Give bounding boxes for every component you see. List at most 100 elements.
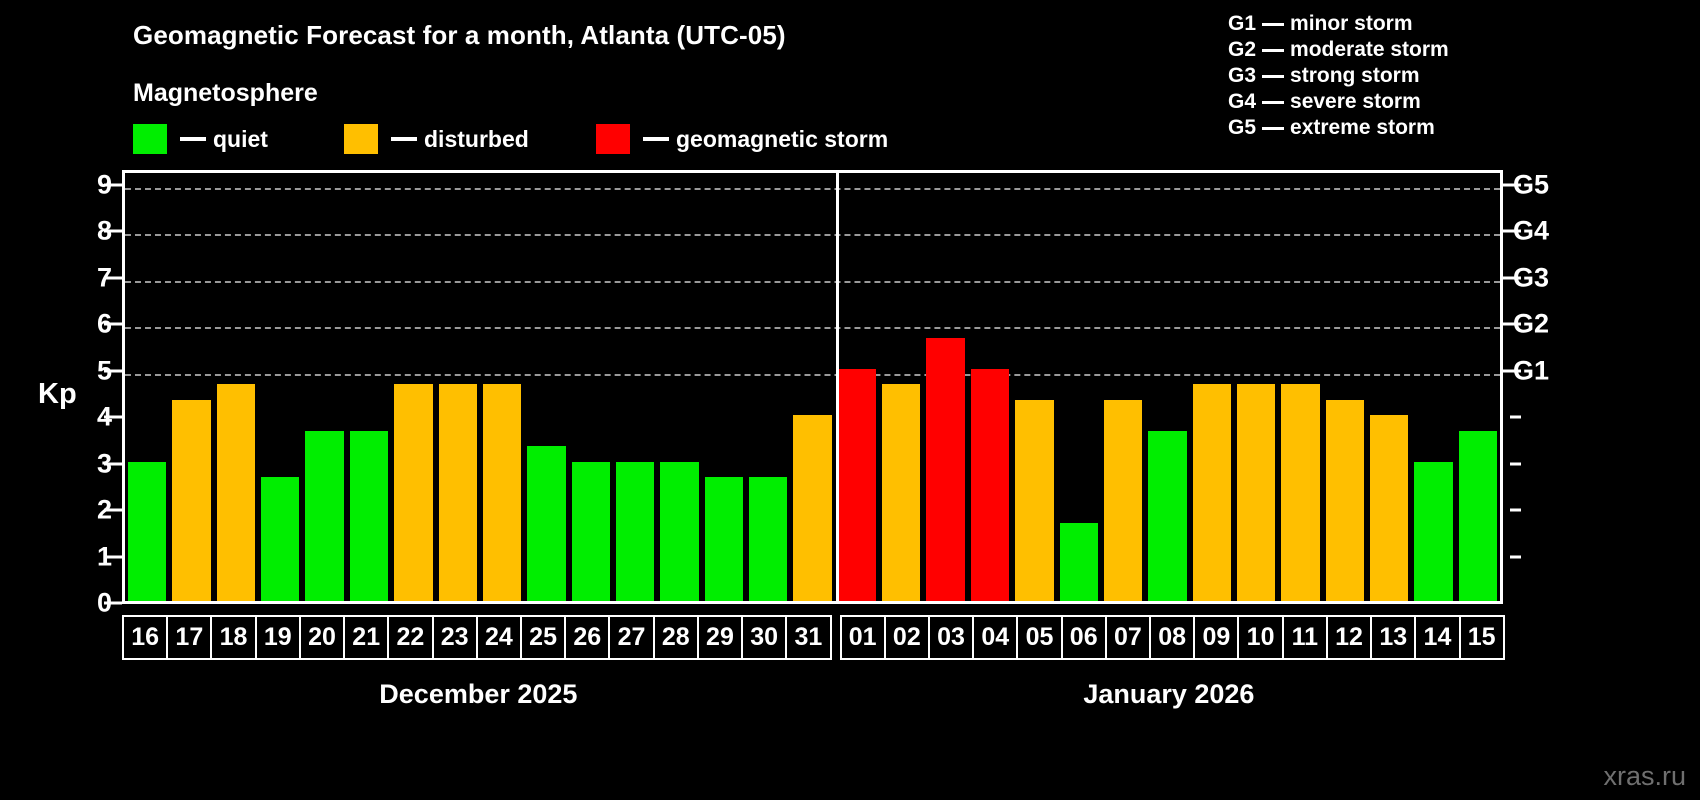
day-label-15[interactable]: 15 [1458, 615, 1505, 660]
bar-day-02 [882, 384, 921, 601]
day-label-02[interactable]: 02 [883, 615, 930, 660]
bar-cell [125, 173, 169, 601]
day-label-06[interactable]: 06 [1060, 615, 1107, 660]
g-scale-code-g4: G4 [1228, 90, 1257, 113]
day-label-24[interactable]: 24 [475, 615, 522, 660]
day-label-08[interactable]: 08 [1149, 615, 1196, 660]
day-label-09[interactable]: 09 [1193, 615, 1240, 660]
bar-day-22 [394, 384, 433, 601]
day-label-10[interactable]: 10 [1237, 615, 1284, 660]
day-label-11[interactable]: 11 [1281, 615, 1328, 660]
y-tickmark-9 [104, 183, 122, 187]
y-axis-ticks: 0123456789 [38, 170, 112, 618]
bar-day-14 [1414, 461, 1453, 601]
g-axis-minor-tickmark-4 [1510, 415, 1521, 419]
g-scale-code-g1: G1 [1228, 12, 1257, 35]
g-scale-dash-icon [1262, 48, 1285, 52]
g-scale-row-g4: G4 severe storm [1228, 89, 1449, 115]
bar-day-30 [749, 477, 788, 601]
bar-cell [524, 173, 568, 601]
day-label-27[interactable]: 27 [608, 615, 655, 660]
g-scale-row-g3: G3 strong storm [1228, 63, 1449, 89]
bar-cell [702, 173, 746, 601]
bar-day-15 [1458, 430, 1498, 601]
day-label-18[interactable]: 18 [210, 615, 257, 660]
bar-cell [657, 173, 701, 601]
month-divider-line [836, 170, 840, 604]
day-label-05[interactable]: 05 [1016, 615, 1063, 660]
legend-swatch-geomagnetic-storm [596, 124, 630, 154]
magnetosphere-heading: Magnetosphere [133, 79, 318, 107]
bar-day-10 [1236, 384, 1276, 601]
g-scale-desc-g3: strong storm [1290, 64, 1420, 87]
bar-cell [1057, 173, 1101, 601]
legend-label-quiet: quiet [213, 125, 268, 152]
day-label-19[interactable]: 19 [254, 615, 301, 660]
bar-cell [1367, 173, 1411, 601]
y-tickmark-6 [104, 322, 122, 326]
bar-day-27 [615, 461, 655, 601]
bar-cell [968, 173, 1012, 601]
day-label-28[interactable]: 28 [652, 615, 699, 660]
legend-item-geomagnetic-storm: geomagnetic storm [596, 124, 888, 154]
g-axis-tick-g4: G4 [1513, 215, 1550, 246]
day-label-29[interactable]: 29 [696, 615, 744, 660]
g-axis-minor-tickmark-1 [1510, 555, 1521, 559]
y-axis-label: Kp [38, 378, 77, 410]
bar-series [125, 173, 1500, 601]
day-label-21[interactable]: 21 [343, 615, 390, 660]
gridline-kp-9 [125, 188, 1500, 190]
gridline-kp-7 [125, 280, 1500, 283]
gridline-kp-6 [125, 327, 1500, 330]
g-axis-tick-g3: G3 [1513, 262, 1550, 293]
day-label-04[interactable]: 04 [972, 615, 1019, 660]
bar-day-28 [660, 461, 699, 601]
day-label-13[interactable]: 13 [1370, 615, 1417, 660]
g-axis-tickmarks [1503, 170, 1521, 604]
day-label-20[interactable]: 20 [298, 615, 346, 660]
g-axis-tickmark-g4 [1503, 229, 1521, 233]
y-tickmark-0 [104, 601, 122, 605]
bar-cell [1145, 173, 1189, 601]
bar-day-04 [970, 368, 1010, 601]
bar-day-24 [482, 384, 522, 601]
day-label-07[interactable]: 07 [1104, 615, 1152, 660]
bar-day-16 [128, 461, 167, 601]
g-axis-tickmark-g5 [1503, 183, 1521, 187]
bar-cell [879, 173, 923, 601]
bar-day-19 [261, 477, 300, 601]
bar-day-09 [1192, 384, 1231, 601]
bar-cell [835, 173, 879, 601]
day-label-14[interactable]: 14 [1414, 615, 1461, 660]
day-label-16[interactable]: 16 [122, 615, 169, 660]
legend-label-disturbed: disturbed [424, 125, 529, 152]
g-scale-code-g2: G2 [1228, 38, 1257, 61]
g-scale-dash-icon [1262, 126, 1285, 130]
day-label-31[interactable]: 31 [785, 615, 832, 660]
day-label-30[interactable]: 30 [741, 615, 788, 660]
day-label-23[interactable]: 23 [431, 615, 478, 660]
bar-cell [347, 173, 391, 601]
day-label-22[interactable]: 22 [387, 615, 434, 660]
day-label-25[interactable]: 25 [519, 615, 567, 660]
bar-cell [1323, 173, 1367, 601]
bar-day-11 [1281, 384, 1320, 601]
day-label-01[interactable]: 01 [839, 615, 886, 660]
g-axis-minor-tickmark-3 [1510, 462, 1521, 466]
day-axis: 16 17 18 19 20 21 22 23 24 25 26 27 28 29 30 31 01 02 03 04… [122, 615, 1505, 660]
g-scale-desc-g1: minor storm [1290, 12, 1413, 35]
bar-cell [391, 173, 435, 601]
y-tickmark-2 [104, 508, 122, 512]
day-label-12[interactable]: 12 [1325, 615, 1373, 660]
bar-day-13 [1370, 415, 1409, 601]
bar-day-29 [704, 477, 744, 601]
day-label-17[interactable]: 17 [166, 615, 213, 660]
day-label-26[interactable]: 26 [564, 615, 611, 660]
g-axis-tickmark-g1 [1503, 369, 1521, 373]
g-axis-ticks: G1 G2 G3 G4 G5 [1513, 170, 1593, 604]
legend-swatch-disturbed [344, 124, 378, 154]
day-label-03[interactable]: 03 [927, 615, 975, 660]
bar-day-05 [1015, 399, 1054, 601]
bar-cell [436, 173, 480, 601]
page-title: Geomagnetic Forecast for a month, Atlant… [133, 20, 786, 50]
